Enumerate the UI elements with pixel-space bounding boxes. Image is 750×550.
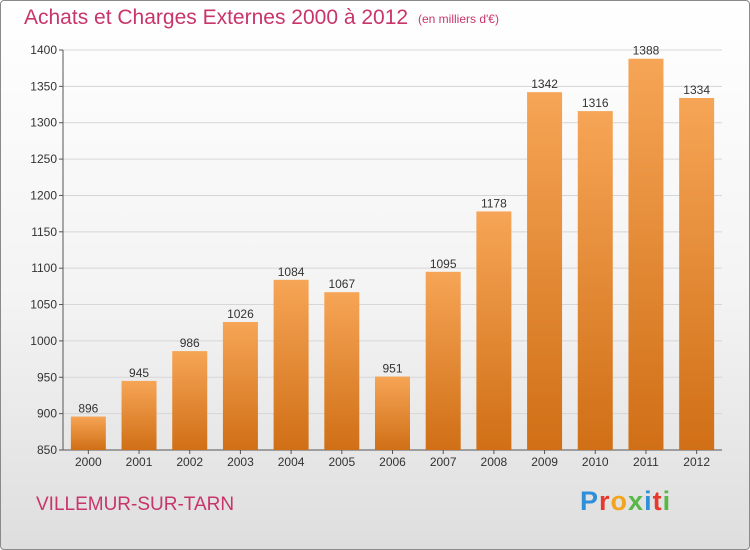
data-label-2008: 1178 bbox=[481, 196, 507, 210]
y-tick-label: 1000 bbox=[30, 334, 57, 348]
logo-letter: P bbox=[580, 486, 600, 516]
y-tick-labels: 850 900 950 1000 1050 1100 1150 1200 1250 1300 135… bbox=[30, 43, 57, 457]
chart-subtitle: (en milliers d'€) bbox=[418, 12, 499, 26]
y-tick-label: 950 bbox=[37, 370, 57, 384]
chart-title: Achats et Charges Externes 2000 à 2012 bbox=[24, 6, 409, 29]
bar-2006 bbox=[375, 376, 410, 450]
logo-letter: r bbox=[599, 486, 611, 516]
data-label-2000: 896 bbox=[78, 402, 98, 416]
bar-2010 bbox=[577, 111, 613, 450]
x-tick-label: 2000 bbox=[75, 455, 102, 469]
data-label-2001: 945 bbox=[129, 366, 149, 380]
logo-letter: i bbox=[662, 486, 672, 516]
bar-2000 bbox=[70, 416, 106, 450]
bars bbox=[70, 58, 715, 451]
data-label-2010: 1316 bbox=[582, 96, 609, 110]
x-tick-label: 2003 bbox=[227, 455, 254, 469]
x-tick-label: 2012 bbox=[683, 455, 710, 469]
proxiti-logo[interactable]: Proxiti bbox=[580, 486, 671, 517]
logo-letter: x bbox=[628, 486, 645, 516]
bar-2009 bbox=[527, 92, 563, 450]
data-label-2003: 1026 bbox=[227, 307, 254, 321]
y-tick-label: 1200 bbox=[30, 188, 57, 202]
y-tick-label: 1300 bbox=[30, 116, 57, 130]
data-label-2011: 1388 bbox=[633, 44, 660, 58]
bar-2003 bbox=[222, 322, 258, 450]
bar-2008 bbox=[476, 211, 512, 450]
bar-2005 bbox=[324, 292, 360, 450]
bar-2004 bbox=[273, 279, 309, 450]
y-tick-label: 1050 bbox=[30, 298, 57, 312]
x-tick-label: 2009 bbox=[531, 455, 558, 469]
logo-letter: t bbox=[652, 486, 663, 516]
x-tick-labels: 2000 2001 2002 2003 2004 2005 2006 2007 2008 2009… bbox=[75, 455, 710, 469]
logo-letter: i bbox=[644, 486, 653, 516]
x-tick-label: 2005 bbox=[328, 455, 355, 469]
x-tick-label: 2006 bbox=[379, 455, 406, 469]
bar-2011 bbox=[628, 58, 664, 451]
data-label-2002: 986 bbox=[180, 336, 200, 350]
data-labels: 896 945 986 1026 1084 1067 951 1095 1178 1342 1316… bbox=[78, 44, 710, 416]
location-label: VILLEMUR-SUR-TARN bbox=[36, 494, 235, 515]
x-tick-label: 2001 bbox=[126, 455, 153, 469]
x-tick-label: 2004 bbox=[278, 455, 305, 469]
data-label-2006: 951 bbox=[382, 362, 402, 376]
bar-2007 bbox=[425, 271, 461, 450]
x-tick-label: 2010 bbox=[582, 455, 609, 469]
data-label-2007: 1095 bbox=[430, 257, 457, 271]
y-tick-label: 1350 bbox=[30, 79, 57, 93]
y-tick-label: 1400 bbox=[30, 43, 57, 57]
data-label-2012: 1334 bbox=[683, 83, 710, 97]
y-tick-label: 1150 bbox=[31, 225, 57, 239]
bar-2012 bbox=[679, 98, 715, 450]
x-tick-label: 2002 bbox=[176, 455, 203, 469]
y-tick-label: 1100 bbox=[31, 261, 57, 275]
data-label-2004: 1084 bbox=[278, 265, 305, 279]
x-tick-label: 2008 bbox=[481, 455, 508, 469]
y-tick-label: 900 bbox=[37, 407, 57, 421]
x-tick-label: 2007 bbox=[430, 455, 457, 469]
bar-2001 bbox=[121, 380, 157, 450]
data-label-2005: 1067 bbox=[328, 277, 355, 291]
data-label-2009: 1342 bbox=[531, 77, 558, 91]
x-tick-label: 2011 bbox=[633, 455, 659, 469]
y-tick-label: 1250 bbox=[30, 152, 57, 166]
bar-2002 bbox=[172, 351, 208, 450]
logo-letter: o bbox=[610, 486, 629, 516]
y-tick-label: 850 bbox=[37, 443, 57, 457]
